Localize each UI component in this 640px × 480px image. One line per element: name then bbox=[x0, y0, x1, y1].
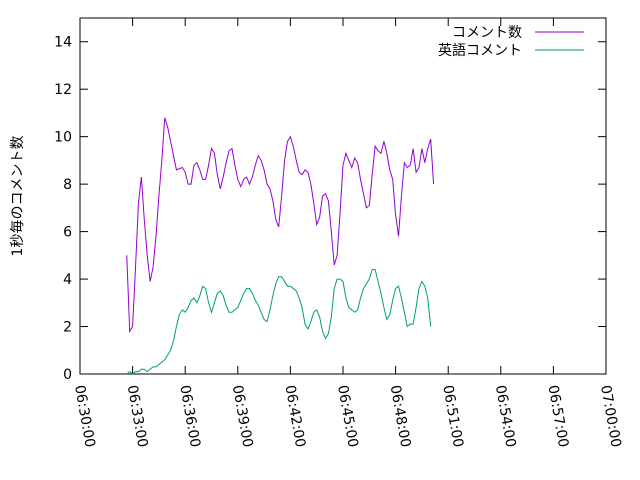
y-tick-label: 14 bbox=[54, 35, 72, 51]
series-line-2 bbox=[126, 269, 432, 375]
y-tick-label: 10 bbox=[54, 130, 72, 146]
y-tick-label: 8 bbox=[63, 177, 72, 193]
x-tick-label: 06:51:00 bbox=[439, 384, 466, 449]
y-tick-label: 12 bbox=[54, 82, 72, 98]
x-tick-label: 06:30:00 bbox=[71, 384, 98, 449]
x-tick-label: 06:45:00 bbox=[334, 384, 361, 449]
x-tick-label: 06:57:00 bbox=[544, 384, 571, 449]
x-tick-label: 06:39:00 bbox=[229, 384, 256, 449]
x-tick-label: 06:48:00 bbox=[387, 384, 414, 449]
x-axis: 06:30:00 06:33:00 06:36:00 06:39:00 06:42:00… bbox=[71, 18, 624, 449]
y-tick-label: 6 bbox=[63, 225, 72, 241]
y-tick-label: 2 bbox=[63, 320, 72, 336]
x-tick-label: 06:36:00 bbox=[176, 384, 203, 449]
y-axis: 0 2 4 6 8 10 12 14 bbox=[54, 35, 606, 383]
y-axis-label: 1秒毎のコメント数 bbox=[10, 136, 26, 257]
x-tick-label: 06:54:00 bbox=[492, 384, 519, 449]
series-layer bbox=[126, 117, 435, 375]
legend-label: コメント数 bbox=[452, 25, 522, 41]
legend-label: 英語コメント bbox=[438, 42, 522, 59]
series-line-1 bbox=[126, 117, 435, 333]
y-tick-label: 4 bbox=[63, 272, 72, 288]
y-tick-label: 0 bbox=[63, 367, 72, 383]
x-tick-label: 06:33:00 bbox=[124, 384, 151, 449]
x-tick-label: 07:00:00 bbox=[597, 384, 624, 449]
x-tick-label: 06:42:00 bbox=[281, 384, 308, 449]
